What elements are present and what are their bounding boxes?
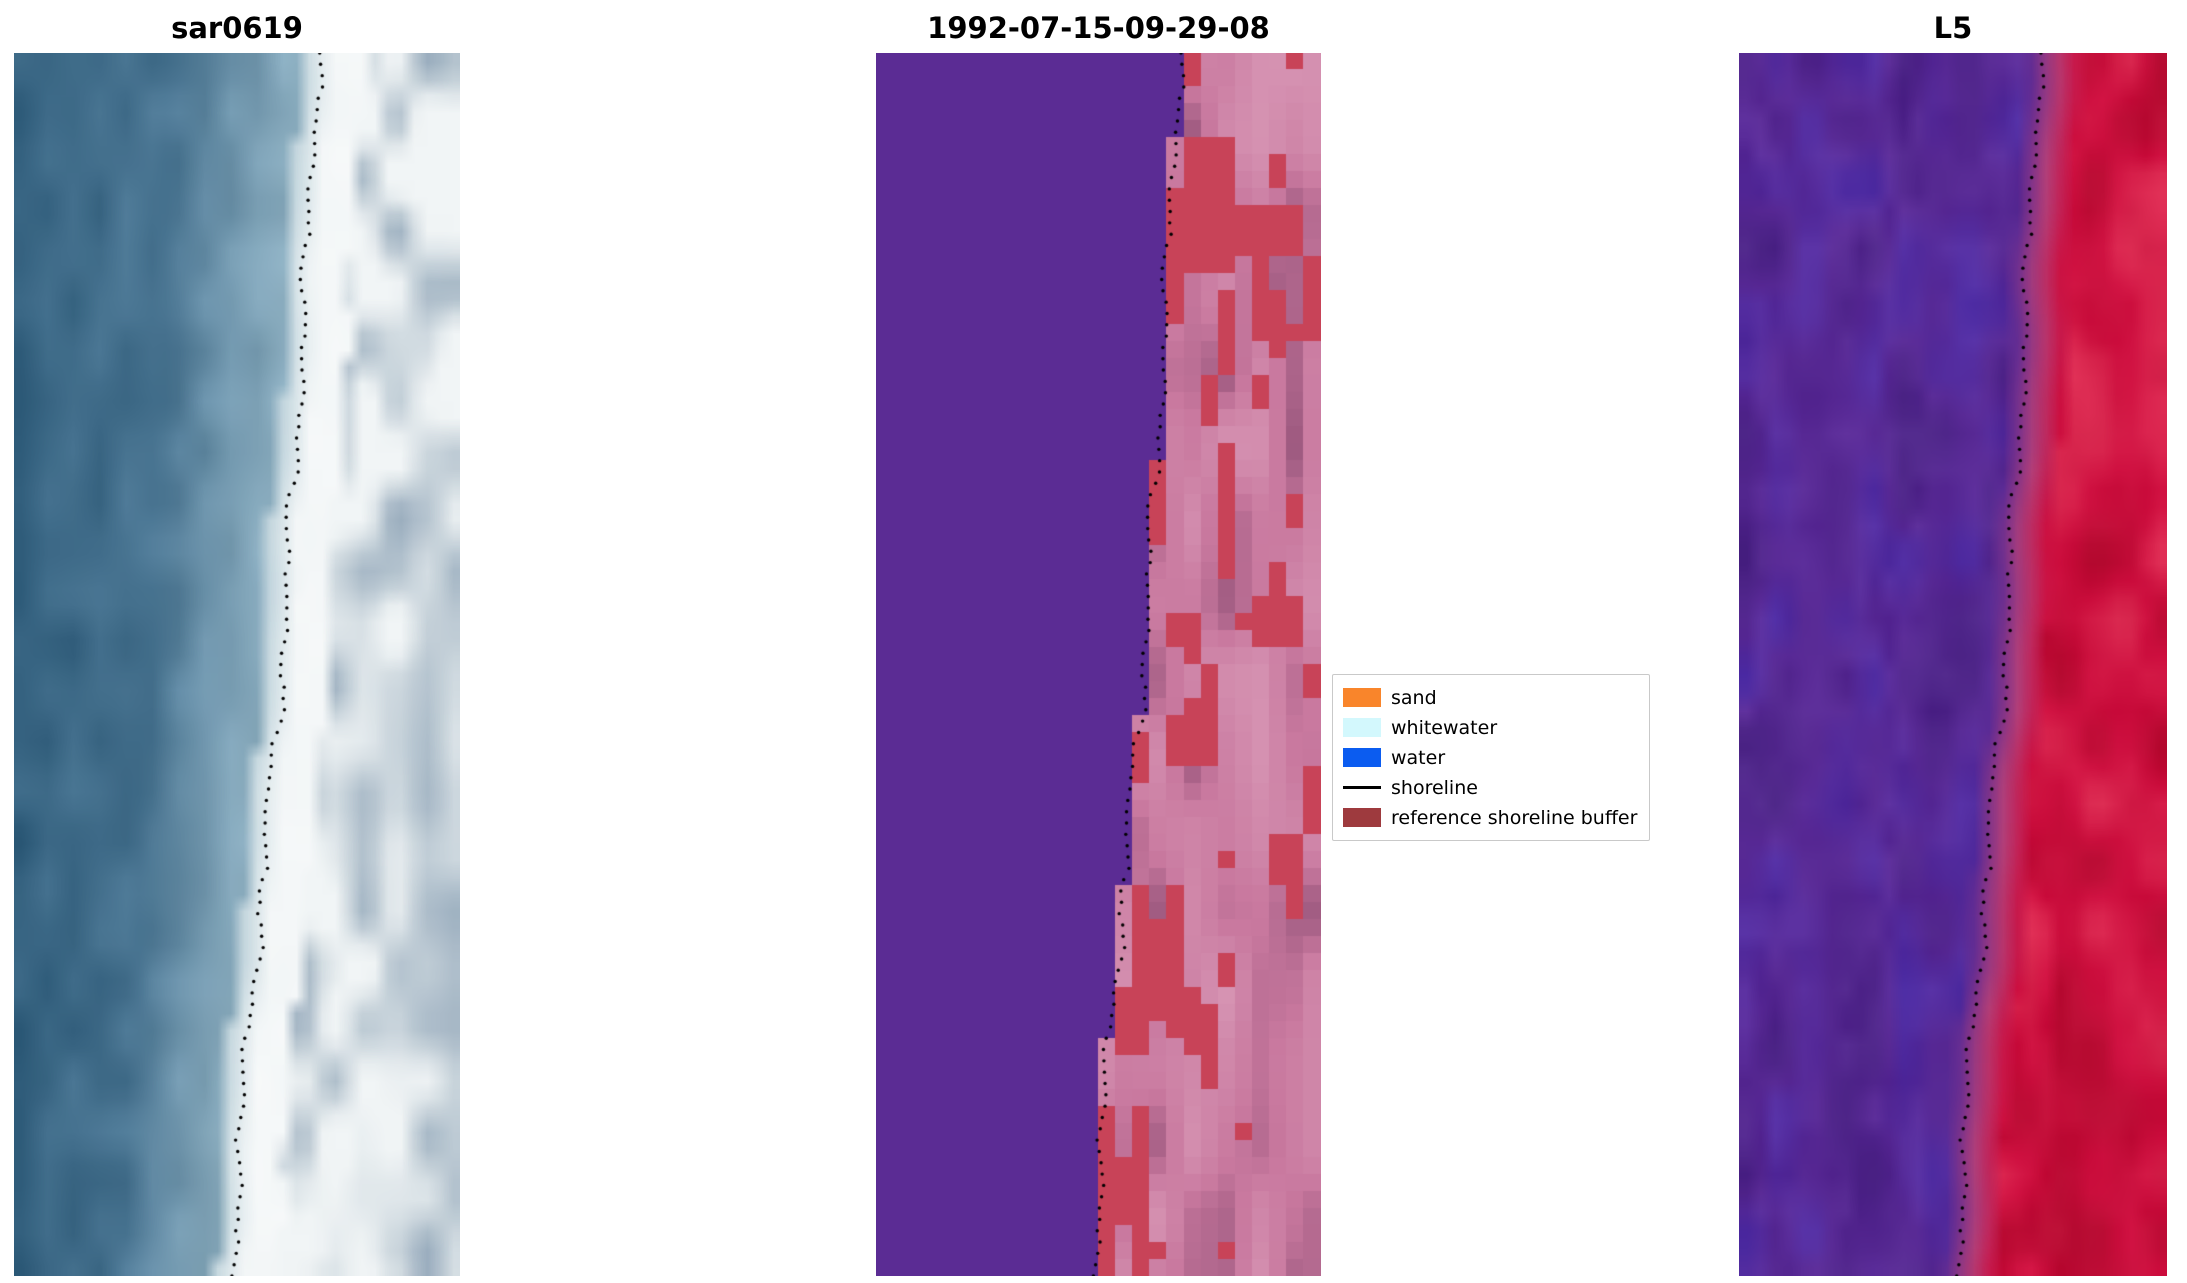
whitewater-swatch: [1343, 718, 1381, 737]
l5-image: [1739, 53, 2167, 1276]
legend-label-shoreline: shoreline: [1391, 776, 1478, 799]
legend-label-reference-shoreline-buffer: reference shoreline buffer: [1391, 806, 1638, 829]
legend-label-sand: sand: [1391, 686, 1437, 709]
sar-image: [14, 53, 460, 1276]
legend-item-reference-shoreline-buffer: reference shoreline buffer: [1343, 804, 1637, 831]
legend-item-whitewater: whitewater: [1343, 714, 1637, 741]
legend: sand whitewater water shoreline referenc…: [1332, 674, 1651, 841]
panel-title-l5: L5: [1933, 11, 1973, 45]
legend-label-water: water: [1391, 746, 1446, 769]
legend-item-sand: sand: [1343, 684, 1637, 711]
reference-shoreline-buffer-swatch: [1343, 808, 1381, 827]
panel-title-sar0619: sar0619: [171, 11, 303, 45]
sand-swatch: [1343, 688, 1381, 707]
shoreline-swatch: [1343, 786, 1381, 789]
water-swatch: [1343, 748, 1381, 767]
panel-title-classified-date: 1992-07-15-09-29-08: [927, 11, 1270, 45]
legend-item-water: water: [1343, 744, 1637, 771]
legend-label-whitewater: whitewater: [1391, 716, 1498, 739]
classified-image: [876, 53, 1321, 1276]
legend-item-shoreline: shoreline: [1343, 774, 1637, 801]
